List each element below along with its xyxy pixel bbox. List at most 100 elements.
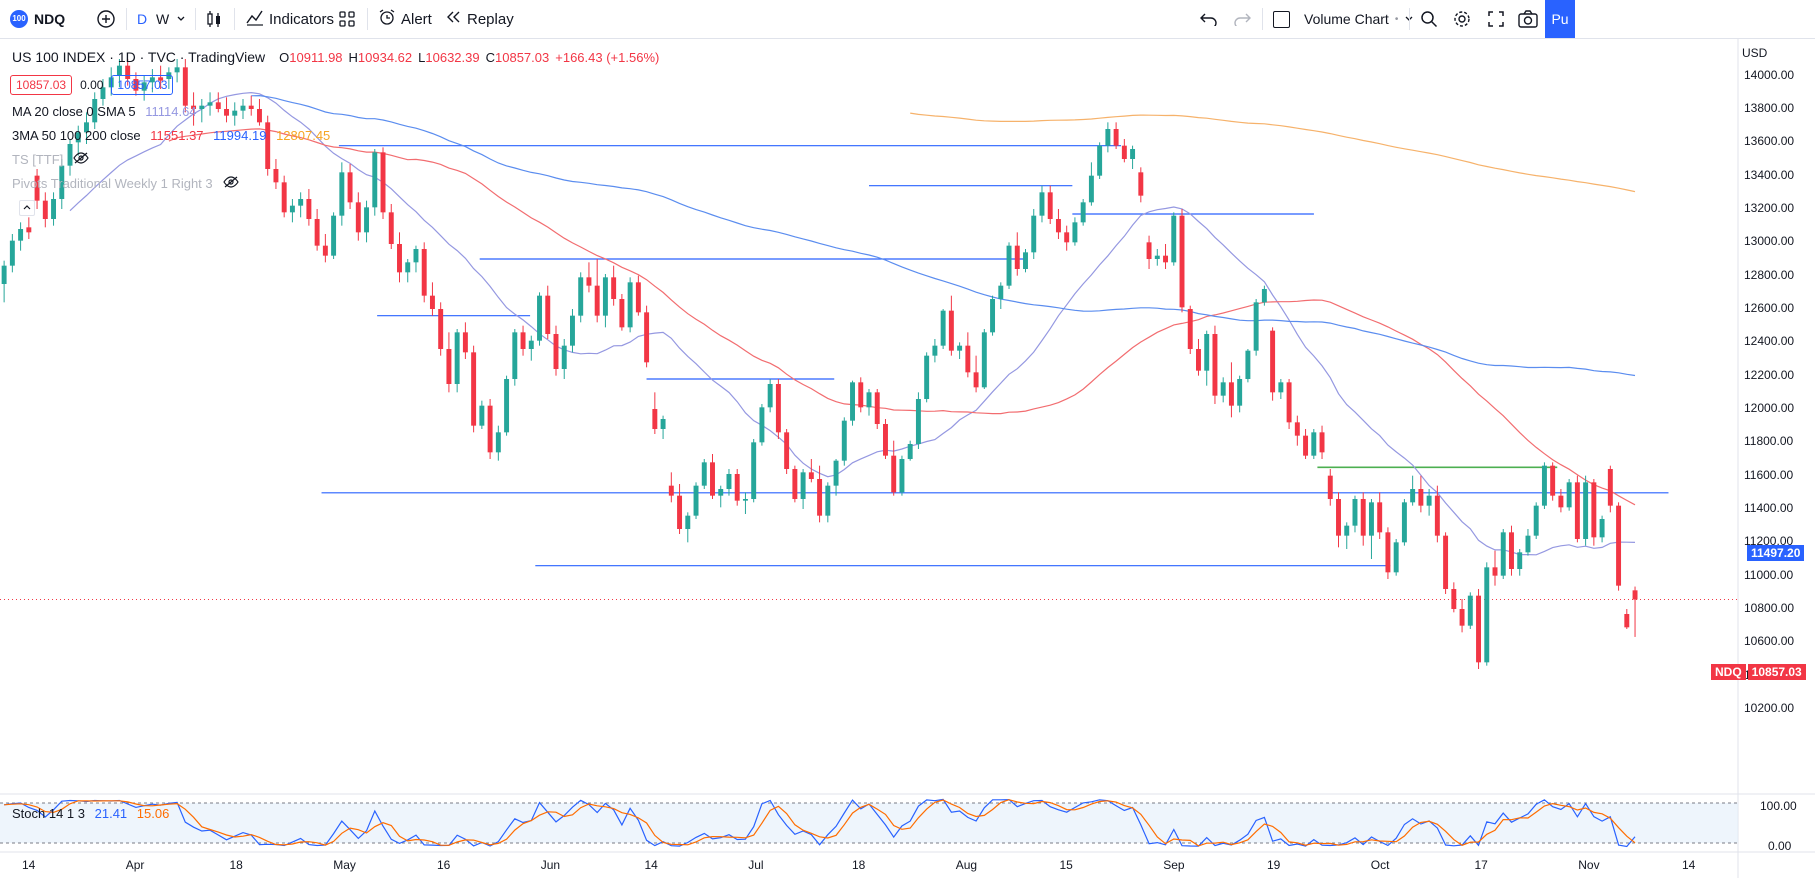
candle-body — [1344, 525, 1350, 536]
alert-button[interactable]: Alert — [378, 0, 432, 38]
candle-body — [1393, 542, 1399, 573]
currency-label[interactable]: USD — [1742, 46, 1768, 60]
compare-add-icon[interactable] — [96, 0, 116, 38]
candle-body — [1566, 482, 1572, 508]
candle-body — [306, 199, 312, 219]
candle-body — [331, 215, 337, 256]
price-tick-label: 14000.00 — [1744, 67, 1795, 82]
pivots-indicator-label[interactable]: Pivots Traditional Weekly 1 Right 3 — [12, 176, 213, 191]
candle-body — [199, 105, 205, 109]
candle-body — [1023, 252, 1028, 269]
fullscreen-icon[interactable] — [1487, 0, 1505, 38]
candle-body — [718, 489, 724, 496]
sma3-indicator-label[interactable]: 3MA 50 100 200 close — [12, 128, 141, 143]
candle-body — [256, 109, 262, 123]
candle-body — [174, 67, 180, 73]
candle-body — [850, 382, 855, 421]
candle-body — [232, 110, 238, 116]
templates-icon[interactable] — [338, 0, 356, 38]
horizontal-line-price-tag[interactable]: 11497.20 — [1747, 545, 1805, 561]
candle-body — [1237, 379, 1243, 406]
eye-hidden-icon[interactable] — [73, 152, 89, 167]
candle-body — [1212, 334, 1218, 396]
time-tick-label: Oct — [1370, 858, 1390, 872]
candle-body — [1467, 595, 1473, 626]
candle-body — [742, 499, 748, 501]
price-tick-label: 10200.00 — [1744, 701, 1795, 715]
last-price-tag[interactable]: NDQ 10857.03 — [1711, 664, 1806, 680]
stoch-d-line — [4, 799, 1636, 847]
stoch-legend[interactable]: Stoch 14 1 3 21.41 15.06 — [12, 806, 169, 821]
redo-icon[interactable] — [1233, 0, 1251, 38]
time-tick-label: Jul — [748, 858, 764, 872]
candle-body — [1055, 219, 1061, 233]
candle-body — [512, 332, 518, 379]
search-icon[interactable] — [1420, 0, 1438, 38]
candles-chart-type-icon[interactable] — [205, 0, 223, 38]
time-tick-label: May — [333, 858, 356, 872]
candle-body — [1121, 145, 1127, 159]
chevron-down-icon[interactable] — [176, 0, 186, 38]
candle-body — [627, 282, 633, 328]
candle-body — [248, 105, 254, 109]
candle-body — [1360, 499, 1366, 536]
candle-body — [957, 345, 963, 351]
time-tick-label: Nov — [1578, 858, 1600, 872]
candle-body — [602, 277, 608, 316]
candle-body — [817, 479, 823, 516]
gear-icon[interactable] — [1452, 0, 1472, 38]
candle-body — [907, 444, 913, 459]
sma100-value: 11994.19 — [213, 128, 267, 143]
replay-button[interactable]: Replay — [446, 0, 514, 38]
candle-body — [289, 205, 295, 213]
candle-body — [883, 424, 888, 456]
price-tag-value: 10857.03 — [1747, 664, 1806, 680]
candle-body — [355, 202, 361, 233]
undo-icon[interactable] — [1200, 0, 1218, 38]
candle-body — [298, 199, 304, 206]
candle-body — [808, 472, 814, 479]
candle-body — [775, 384, 781, 433]
interval-d[interactable]: D — [137, 11, 148, 27]
candle-body — [1270, 330, 1276, 393]
indicators-button[interactable]: Indicators — [246, 0, 334, 38]
collapse-legend-button[interactable] — [19, 200, 35, 216]
change-value: +166.43 (+1.56%) — [555, 49, 660, 65]
candle-body — [191, 105, 197, 109]
buy-button[interactable]: 10857.03 — [111, 75, 174, 95]
layout-selector[interactable]: Volume Chart • — [1273, 0, 1414, 38]
price-chart[interactable] — [0, 39, 1815, 878]
candle-body — [710, 462, 715, 496]
price-tick-label: 11800.00 — [1744, 434, 1794, 449]
candle-body — [767, 384, 773, 408]
candle-body — [1599, 519, 1605, 538]
candle-body — [1278, 382, 1284, 393]
candle-body — [1006, 245, 1012, 286]
rewind-icon — [446, 10, 462, 28]
ma-indicator-label[interactable]: MA 20 close 0 SMA 5 — [12, 104, 136, 119]
candle-body — [215, 102, 221, 109]
sell-button[interactable]: 10857.03 — [10, 75, 73, 95]
symbol-search[interactable]: 100 NDQ — [10, 0, 65, 38]
candle-body — [125, 65, 131, 79]
candle-body — [635, 282, 641, 313]
candle-body — [405, 262, 411, 273]
candle-body — [537, 295, 542, 341]
ts-indicator-label[interactable]: TS [TTF] — [12, 152, 64, 167]
price-tick-label: 11000.00 — [1744, 567, 1794, 582]
candle-body — [182, 67, 188, 106]
candle-body — [858, 382, 864, 408]
symbol-title: US 100 INDEX · 1D · TVC · TradingView — [12, 49, 266, 65]
candle-body — [1047, 192, 1053, 219]
candle-body — [660, 419, 666, 429]
camera-icon[interactable] — [1518, 0, 1538, 38]
candle-body — [495, 432, 501, 453]
candle-body — [915, 399, 921, 444]
candle-body — [833, 460, 839, 486]
publish-button[interactable]: Pu — [1545, 0, 1575, 38]
interval-w[interactable]: W — [156, 11, 170, 27]
candle-body — [1336, 499, 1341, 536]
candle-body — [314, 219, 320, 246]
candle-body — [1401, 502, 1407, 543]
eye-hidden-icon[interactable] — [222, 176, 239, 191]
